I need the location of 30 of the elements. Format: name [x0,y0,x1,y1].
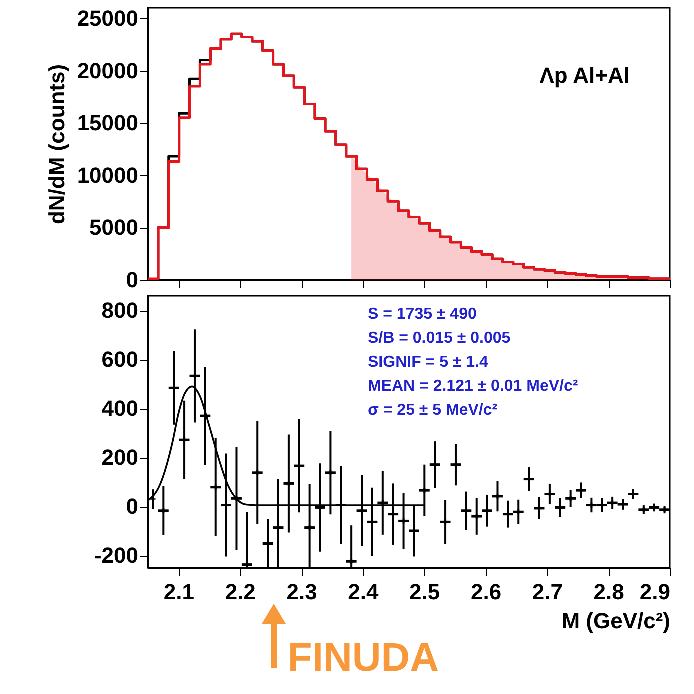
y-tick-label: 0 [126,268,138,292]
y-axis-title: dN/dM (counts) [44,64,70,225]
x-tick-label: 2.3 [286,580,318,604]
x-tick-label: 2.7 [532,580,563,604]
x-tick-label: 2.9 [640,580,670,604]
y-tick-label: 5000 [90,215,138,240]
y-tick-label: -200 [94,543,138,568]
annotation: Λp Al+Al [540,63,630,88]
x-tick-label: 2.4 [348,580,380,604]
y-tick-label: 20000 [77,58,138,84]
y-tick-label: 10000 [77,162,138,188]
x-tick-label: 2.1 [164,580,195,604]
y-tick-label: 200 [102,445,138,470]
x-axis-title: M (GeV/c²) [562,608,670,634]
x-tick-label: 2.2 [225,580,256,604]
y-tick-label: 600 [102,347,138,372]
x-tick-label: 2.8 [594,580,624,604]
annotation: S = 1735 ± 490 [368,306,477,323]
y-tick-label: 800 [102,298,138,324]
y-tick-label: 0 [126,494,138,520]
annotation: FINUDA [288,636,439,680]
annotation: σ = 25 ± 5 MeV/c² [368,402,498,419]
y-tick-label: 25000 [77,6,138,31]
x-tick-label: 2.5 [410,580,440,604]
y-tick-label: 400 [102,396,138,422]
annotation: S/B = 0.015 ± 0.005 [368,330,511,347]
annotation: MEAN = 2.121 ± 0.01 MeV/c² [368,378,578,395]
x-tick-label: 2.6 [470,580,502,604]
y-tick-label: 15000 [77,110,138,136]
annotation: SIGNIF = 5 ± 1.4 [368,354,488,371]
